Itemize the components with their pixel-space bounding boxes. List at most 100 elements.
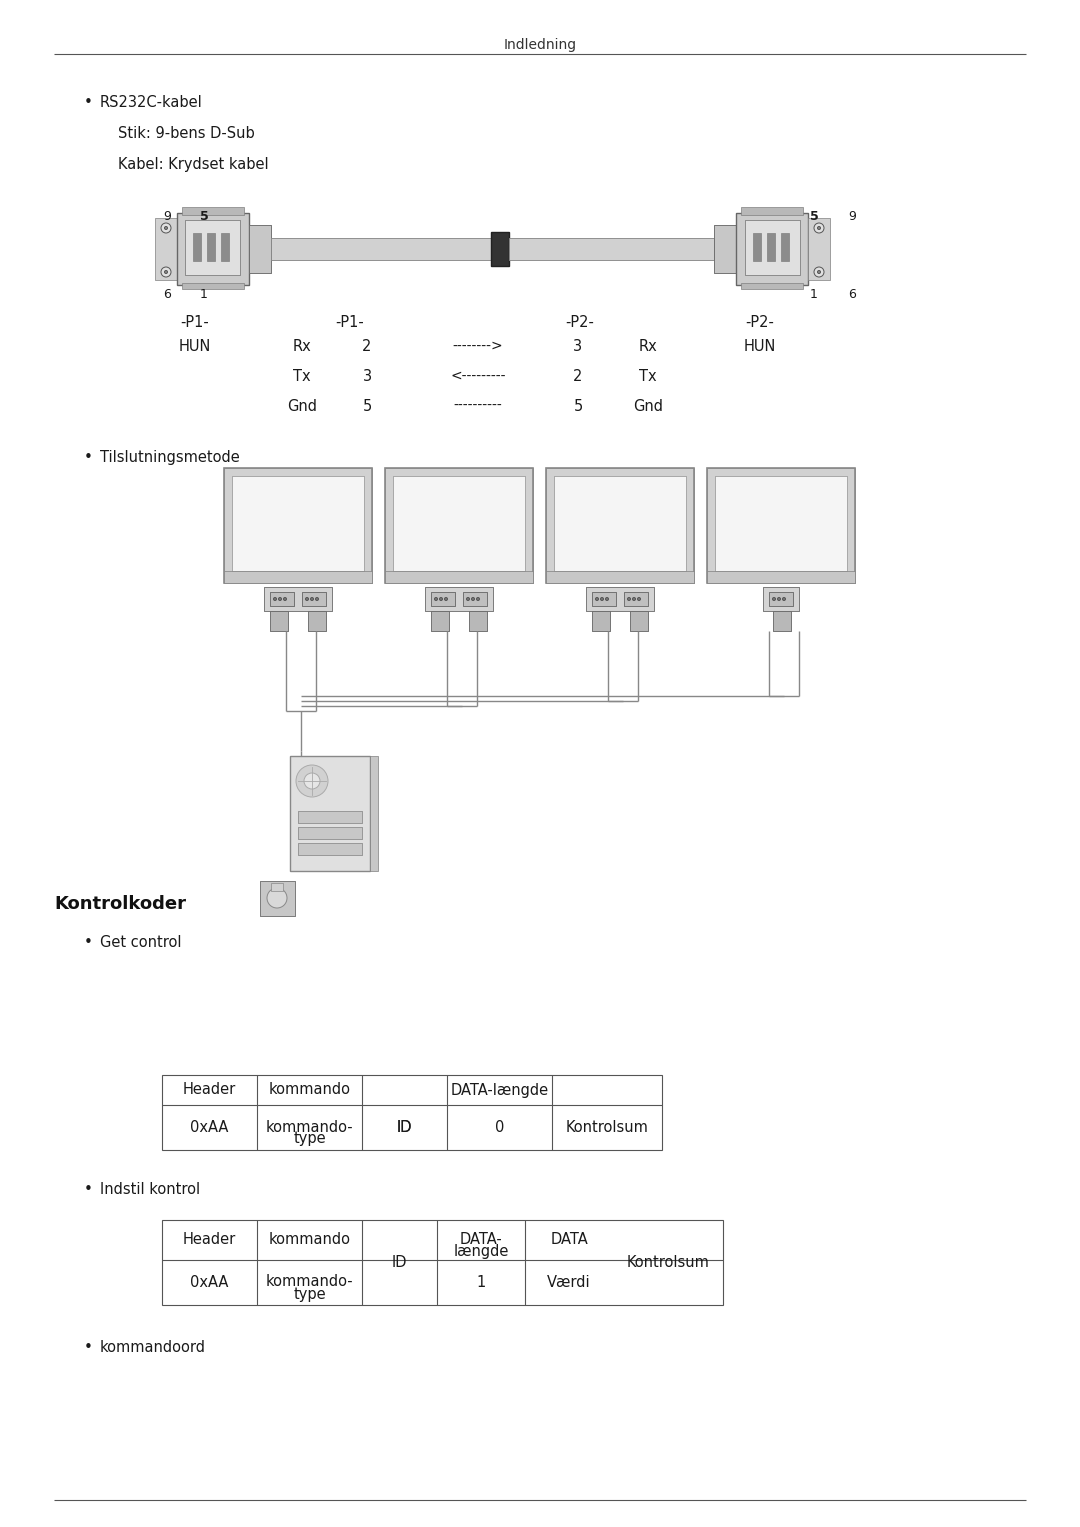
Bar	[260, 881, 295, 916]
Bar	[185, 220, 240, 275]
Circle shape	[161, 267, 171, 276]
Bar	[491, 232, 509, 266]
Bar	[491, 232, 509, 266]
Bar	[773, 611, 791, 631]
Text: •: •	[83, 450, 93, 466]
Text: 3: 3	[573, 339, 582, 354]
Bar	[735, 212, 808, 286]
Text: 6: 6	[163, 289, 171, 301]
Circle shape	[283, 597, 286, 600]
Bar	[384, 467, 534, 583]
Bar	[630, 611, 648, 631]
Bar	[291, 756, 370, 870]
Circle shape	[633, 597, 635, 600]
Text: 3: 3	[363, 370, 372, 383]
Text: Kontrolkoder: Kontrolkoder	[54, 895, 186, 913]
Circle shape	[772, 597, 775, 600]
Bar	[469, 611, 487, 631]
Text: kommando-: kommando-	[266, 1275, 353, 1289]
Bar	[183, 208, 244, 215]
Bar	[271, 238, 491, 260]
Bar	[509, 238, 714, 260]
Text: Tx: Tx	[293, 370, 311, 383]
Bar	[624, 592, 648, 606]
Bar	[546, 467, 694, 583]
Bar	[232, 476, 364, 571]
Circle shape	[267, 889, 287, 909]
Bar	[753, 234, 761, 261]
Text: 9: 9	[163, 211, 171, 223]
Text: Rx: Rx	[293, 339, 311, 354]
Text: kommando: kommando	[269, 1083, 351, 1098]
Bar	[762, 586, 799, 611]
Bar	[193, 234, 201, 261]
Circle shape	[434, 597, 437, 600]
Circle shape	[315, 597, 319, 600]
Circle shape	[467, 597, 470, 600]
Text: 5: 5	[363, 399, 372, 414]
Text: kommando-: kommando-	[266, 1119, 353, 1135]
Bar	[270, 592, 294, 606]
Text: Stik: 9-bens D-Sub: Stik: 9-bens D-Sub	[118, 127, 255, 140]
Text: -P2-: -P2-	[745, 315, 774, 330]
Bar	[714, 224, 735, 273]
Text: Kabel: Krydset kabel: Kabel: Krydset kabel	[118, 157, 269, 173]
Bar	[745, 220, 800, 275]
Bar	[431, 592, 455, 606]
Text: kommandoord: kommandoord	[100, 1341, 206, 1354]
Bar	[260, 881, 295, 916]
Circle shape	[311, 597, 313, 600]
Bar	[264, 586, 332, 611]
Text: 6: 6	[848, 289, 855, 301]
Text: 2: 2	[573, 370, 583, 383]
Text: Kontrolsum: Kontrolsum	[566, 1119, 648, 1135]
Text: ID: ID	[396, 1119, 413, 1135]
Bar	[384, 571, 534, 583]
Circle shape	[818, 270, 821, 273]
Text: ID: ID	[392, 1255, 407, 1270]
Bar	[715, 476, 847, 571]
Bar	[735, 212, 808, 286]
Text: Tilslutningsmetode: Tilslutningsmetode	[100, 450, 240, 466]
Bar	[431, 611, 449, 631]
Text: Header: Header	[183, 1232, 237, 1248]
Bar	[546, 571, 694, 583]
Bar	[586, 586, 654, 611]
Circle shape	[778, 597, 781, 600]
Bar	[393, 476, 525, 571]
Text: 1: 1	[476, 1275, 486, 1290]
Circle shape	[279, 597, 282, 600]
Text: DATA: DATA	[550, 1232, 588, 1248]
Circle shape	[600, 597, 604, 600]
Text: HUN: HUN	[179, 339, 212, 354]
Bar	[298, 828, 362, 838]
Text: Header: Header	[183, 1083, 237, 1098]
Bar	[224, 467, 372, 583]
Text: 1: 1	[810, 289, 818, 301]
Bar	[271, 883, 283, 890]
Bar	[431, 592, 455, 606]
Bar	[592, 611, 610, 631]
Bar	[741, 282, 804, 289]
Bar	[554, 476, 686, 571]
Text: •: •	[83, 1341, 93, 1354]
Bar	[264, 586, 332, 611]
Bar	[554, 476, 686, 571]
Text: Indstil kontrol: Indstil kontrol	[100, 1182, 200, 1197]
Circle shape	[303, 773, 320, 789]
Text: længde: længde	[454, 1245, 509, 1258]
Circle shape	[606, 597, 608, 600]
Text: ID: ID	[396, 1119, 413, 1135]
Circle shape	[306, 597, 309, 600]
Bar	[270, 611, 288, 631]
Text: RS232C-kabel: RS232C-kabel	[100, 95, 203, 110]
Circle shape	[818, 226, 821, 229]
Bar	[769, 592, 793, 606]
Bar	[714, 224, 735, 273]
Circle shape	[164, 226, 167, 229]
Bar	[298, 843, 362, 855]
Bar	[302, 592, 326, 606]
Bar	[207, 234, 215, 261]
Circle shape	[445, 597, 447, 600]
Bar	[298, 828, 362, 838]
